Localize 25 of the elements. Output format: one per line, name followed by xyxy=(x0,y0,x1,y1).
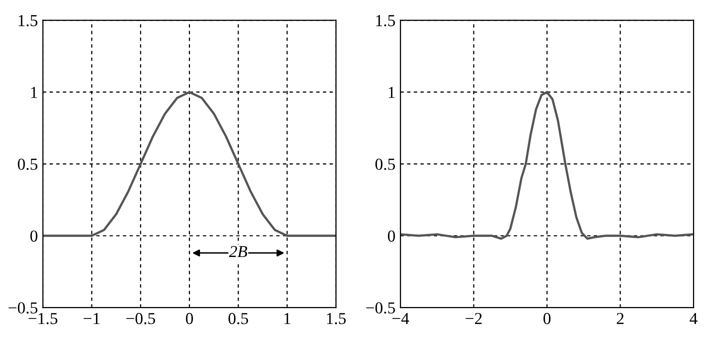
x-tick-label: 0 xyxy=(543,312,551,324)
x-tick-label: −2 xyxy=(466,312,482,324)
y-tick-label: 0 xyxy=(30,230,38,242)
y-tick-label: −0.5 xyxy=(366,302,395,314)
x-tick-label: 1 xyxy=(284,313,290,324)
x-tick-label: −1.5 xyxy=(28,313,58,324)
line-series xyxy=(400,90,694,240)
y-tick-label: −0.5 xyxy=(8,302,38,314)
x-tick-label: 1.5 xyxy=(327,313,346,324)
x-tick-label: 4 xyxy=(690,313,698,324)
y-tick-label: 0.5 xyxy=(18,158,38,170)
y-tick-label: 1.5 xyxy=(376,15,395,26)
x-tick-label: 0 xyxy=(186,312,193,324)
line-series xyxy=(42,90,336,237)
y-tick-label: 1 xyxy=(388,86,395,98)
x-tick-label: 2 xyxy=(616,312,624,324)
x-tick-label: 0.5 xyxy=(228,312,248,324)
x-tick-label: −4 xyxy=(392,313,410,324)
x-tick-label: −0.5 xyxy=(126,312,156,324)
y-tick-label: 1.5 xyxy=(18,15,38,26)
x-tick-label: −1 xyxy=(84,313,100,324)
y-tick-label: 1 xyxy=(31,86,38,98)
y-tick-label: 0 xyxy=(388,230,395,242)
annotation: 2B xyxy=(229,246,248,258)
y-tick-label: 0.5 xyxy=(375,158,395,170)
